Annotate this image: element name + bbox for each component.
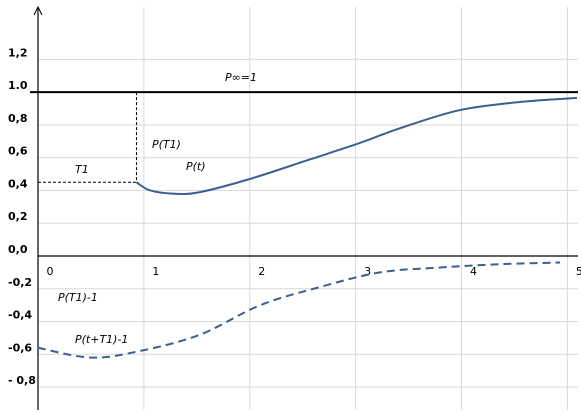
y-tick-label: 1.0	[8, 79, 28, 92]
annotation: P(T1)	[152, 138, 181, 151]
x-tick-label: 5	[576, 265, 581, 278]
y-tick-label: 0,8	[8, 112, 28, 125]
y-tick-label: 0,0	[8, 243, 28, 256]
y-tick-label: 1,2	[8, 46, 28, 59]
series-line	[135, 96, 578, 196]
x-tick-label: 4	[470, 265, 477, 278]
annotation: P∞=1	[225, 71, 257, 84]
x-tick-label: 3	[364, 265, 371, 278]
y-tick-label: 0,4	[8, 177, 28, 190]
y-tick-label: -0,4	[8, 309, 32, 322]
annotation: T1	[75, 163, 89, 176]
annotation: P(t)	[186, 160, 206, 173]
y-tick-label: -0,2	[8, 276, 32, 289]
x-tick-label: 2	[258, 265, 265, 278]
axis-arrow	[33, 5, 43, 16]
y-tick-label: 0,6	[8, 145, 28, 158]
y-tick-label: -0,6	[8, 341, 32, 354]
x-tick-label: 1	[152, 265, 159, 278]
annotation: P(t+T1)-1	[75, 333, 128, 346]
y-tick-label: - 0,8	[8, 374, 36, 387]
y-tick-label: 0,2	[8, 210, 28, 223]
series-line	[37, 261, 561, 359]
annotation: P(T1)-1	[58, 291, 98, 304]
x-tick-label: 0	[47, 265, 54, 278]
